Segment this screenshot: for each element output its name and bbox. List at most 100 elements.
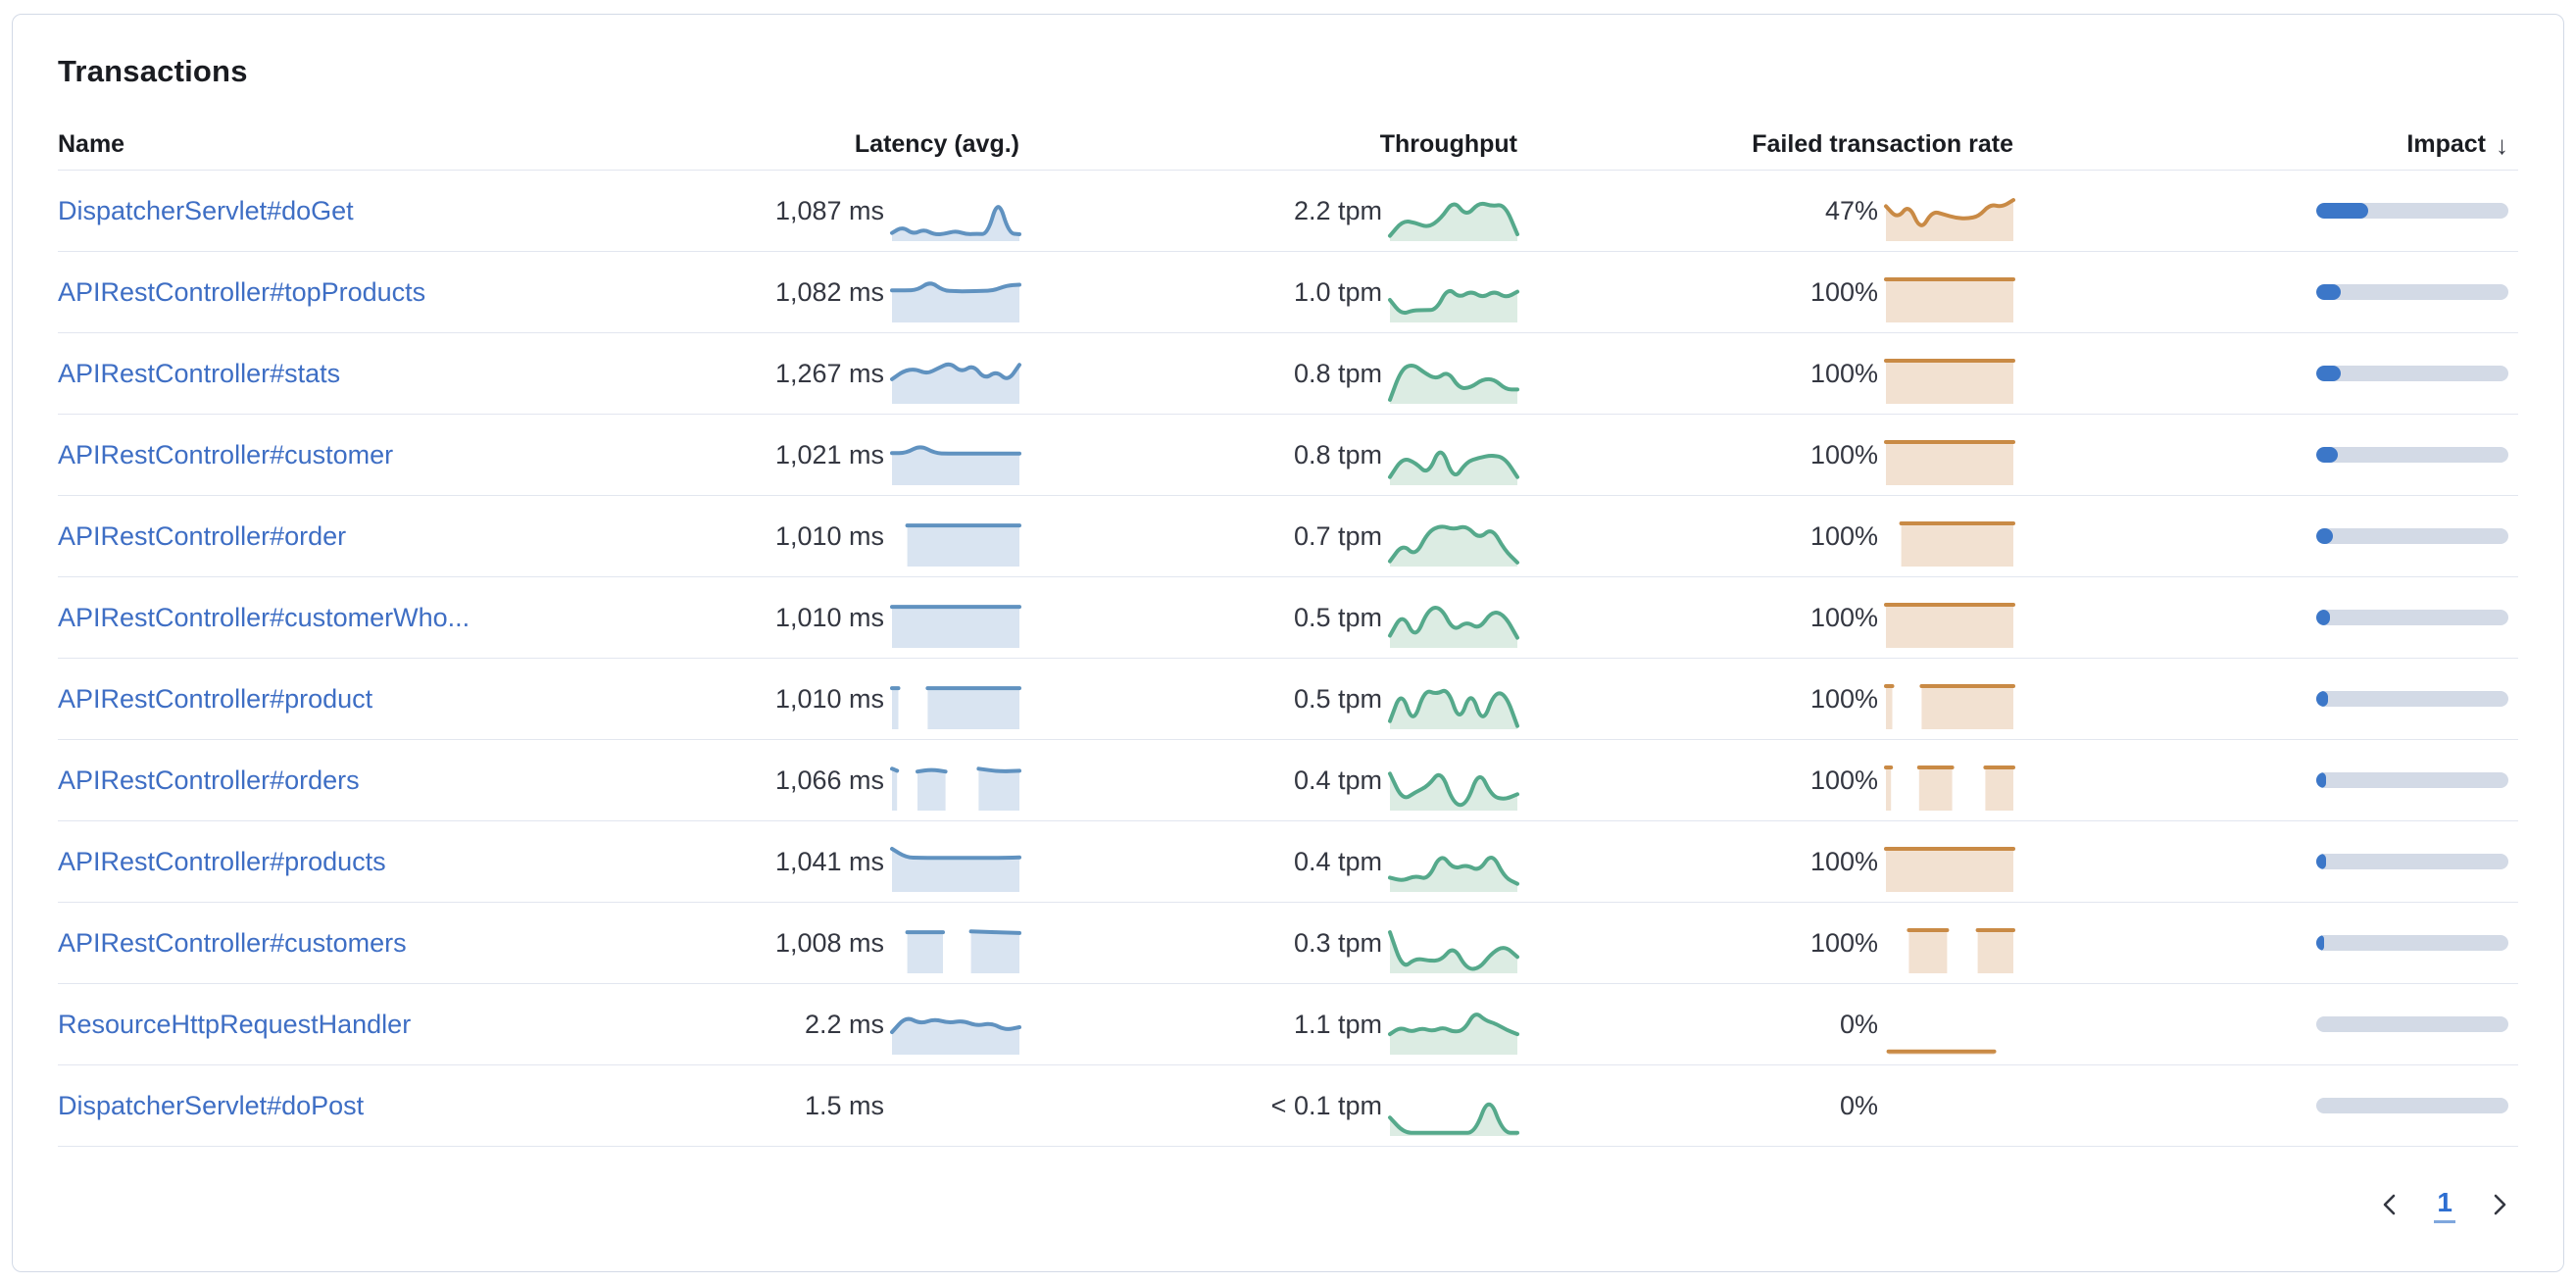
table-row: APIRestController#customer 1,021 ms 0.8 …: [58, 415, 2518, 496]
failed-rate-sparkline: [1886, 518, 2015, 567]
transaction-link[interactable]: ResourceHttpRequestHandler: [58, 1009, 412, 1039]
failed-rate-sparkline: [1884, 273, 2015, 322]
throughput-sparkline: [1388, 1087, 1519, 1136]
throughput-sparkline: [1388, 680, 1519, 729]
failed-rate-value: 100%: [1809, 683, 1878, 714]
throughput-value: 1.1 tpm: [1293, 1009, 1382, 1039]
impact-bar: [2316, 610, 2508, 625]
latency-value: 1,066 ms: [774, 765, 884, 795]
latency-sparkline: [892, 1087, 1019, 1136]
latency-sparkline: [890, 762, 1021, 811]
next-page-button[interactable]: [2481, 1186, 2518, 1223]
throughput-sparkline: [1388, 355, 1519, 404]
throughput-sparkline: [1388, 192, 1519, 241]
column-header-name[interactable]: Name: [58, 129, 125, 158]
latency-value: 1,010 ms: [774, 520, 884, 551]
latency-value: 1,082 ms: [774, 276, 884, 307]
transaction-link[interactable]: DispatcherServlet#doPost: [58, 1090, 365, 1120]
impact-bar-fill: [2316, 366, 2342, 381]
page-number-current[interactable]: 1: [2434, 1187, 2455, 1223]
failed-rate-sparkline: [1886, 1087, 2013, 1136]
impact-bar: [2316, 772, 2508, 788]
impact-bar-fill: [2316, 854, 2326, 869]
throughput-value: 0.3 tpm: [1293, 927, 1382, 958]
transaction-link[interactable]: APIRestController#customerWho...: [58, 602, 471, 632]
throughput-value: 0.8 tpm: [1293, 439, 1382, 469]
column-header-failed-rate[interactable]: Failed transaction rate: [1752, 129, 2013, 158]
chevron-right-icon: [2494, 1194, 2506, 1215]
column-header-impact[interactable]: Impact ↓: [2013, 129, 2518, 160]
throughput-sparkline: [1388, 843, 1519, 892]
throughput-value: 0.7 tpm: [1293, 520, 1382, 551]
throughput-sparkline: [1388, 1006, 1519, 1055]
table-row: DispatcherServlet#doPost 1.5 ms < 0.1 tp…: [58, 1065, 2518, 1147]
transaction-link[interactable]: APIRestController#topProducts: [58, 276, 426, 307]
transaction-link[interactable]: APIRestController#order: [58, 520, 347, 551]
table-row: APIRestController#customerWho... 1,010 m…: [58, 577, 2518, 659]
failed-rate-value: 100%: [1809, 765, 1878, 795]
latency-sparkline: [890, 599, 1021, 648]
transaction-link[interactable]: APIRestController#products: [58, 846, 386, 876]
table-header-row: Name Latency (avg.) Throughput Failed tr…: [58, 119, 2518, 171]
transaction-link[interactable]: APIRestController#product: [58, 683, 373, 714]
impact-bar-fill: [2316, 691, 2328, 707]
latency-value: 1,008 ms: [774, 927, 884, 958]
failed-rate-value: 47%: [1824, 195, 1878, 225]
table-row: APIRestController#products 1,041 ms 0.4 …: [58, 821, 2518, 903]
failed-rate-sparkline: [1884, 192, 2015, 241]
transactions-panel: Transactions Name Latency (avg.) Through…: [12, 14, 2564, 1272]
latency-value: 1,041 ms: [774, 846, 884, 876]
failed-rate-value: 0%: [1839, 1090, 1878, 1120]
transaction-link[interactable]: APIRestController#customer: [58, 439, 394, 469]
throughput-value: < 0.1 tpm: [1270, 1090, 1382, 1120]
latency-value: 1,267 ms: [774, 358, 884, 388]
impact-bar-fill: [2316, 610, 2330, 625]
latency-sparkline: [890, 680, 1021, 729]
impact-bar-fill: [2316, 203, 2368, 219]
panel-title: Transactions: [58, 54, 248, 88]
failed-rate-sparkline: [1886, 924, 2015, 973]
failed-rate-value: 100%: [1809, 602, 1878, 632]
failed-rate-value: 0%: [1839, 1009, 1878, 1039]
failed-rate-sparkline: [1884, 436, 2015, 485]
impact-bar: [2316, 528, 2508, 544]
latency-value: 1,010 ms: [774, 683, 884, 714]
column-header-throughput[interactable]: Throughput: [1379, 129, 1517, 158]
table-row: ResourceHttpRequestHandler 2.2 ms 1.1 tp…: [58, 984, 2518, 1065]
table-row: DispatcherServlet#doGet 1,087 ms 2.2 tpm…: [58, 171, 2518, 252]
latency-sparkline: [892, 518, 1021, 567]
chevron-left-icon: [2384, 1194, 2396, 1215]
latency-sparkline: [892, 924, 1021, 973]
transaction-link[interactable]: APIRestController#orders: [58, 765, 360, 795]
latency-value: 1,087 ms: [774, 195, 884, 225]
throughput-value: 0.4 tpm: [1293, 846, 1382, 876]
failed-rate-sparkline: [1884, 680, 2015, 729]
throughput-sparkline: [1388, 599, 1519, 648]
transaction-link[interactable]: DispatcherServlet#doGet: [58, 195, 354, 225]
failed-rate-value: 100%: [1809, 276, 1878, 307]
pagination: 1: [58, 1186, 2518, 1223]
latency-value: 2.2 ms: [804, 1009, 884, 1039]
failed-rate-value: 100%: [1809, 846, 1878, 876]
latency-sparkline: [890, 355, 1021, 404]
transaction-link[interactable]: APIRestController#stats: [58, 358, 341, 388]
failed-rate-value: 100%: [1809, 927, 1878, 958]
throughput-value: 0.5 tpm: [1293, 602, 1382, 632]
column-header-latency[interactable]: Latency (avg.): [854, 129, 1019, 158]
impact-bar: [2316, 447, 2508, 463]
table-row: APIRestController#customers 1,008 ms 0.3…: [58, 903, 2518, 984]
impact-bar-fill: [2316, 528, 2333, 544]
failed-rate-sparkline: [1884, 599, 2015, 648]
impact-bar: [2316, 203, 2508, 219]
table-row: APIRestController#stats 1,267 ms 0.8 tpm…: [58, 333, 2518, 415]
prev-page-button[interactable]: [2371, 1186, 2408, 1223]
transaction-link[interactable]: APIRestController#customers: [58, 927, 407, 958]
table-row: APIRestController#order 1,010 ms 0.7 tpm…: [58, 496, 2518, 577]
latency-value: 1.5 ms: [804, 1090, 884, 1120]
latency-sparkline: [890, 192, 1021, 241]
failed-rate-sparkline: [1884, 355, 2015, 404]
impact-bar: [2316, 284, 2508, 300]
table-row: APIRestController#product 1,010 ms 0.5 t…: [58, 659, 2518, 740]
throughput-sparkline: [1388, 518, 1519, 567]
latency-sparkline: [890, 843, 1021, 892]
